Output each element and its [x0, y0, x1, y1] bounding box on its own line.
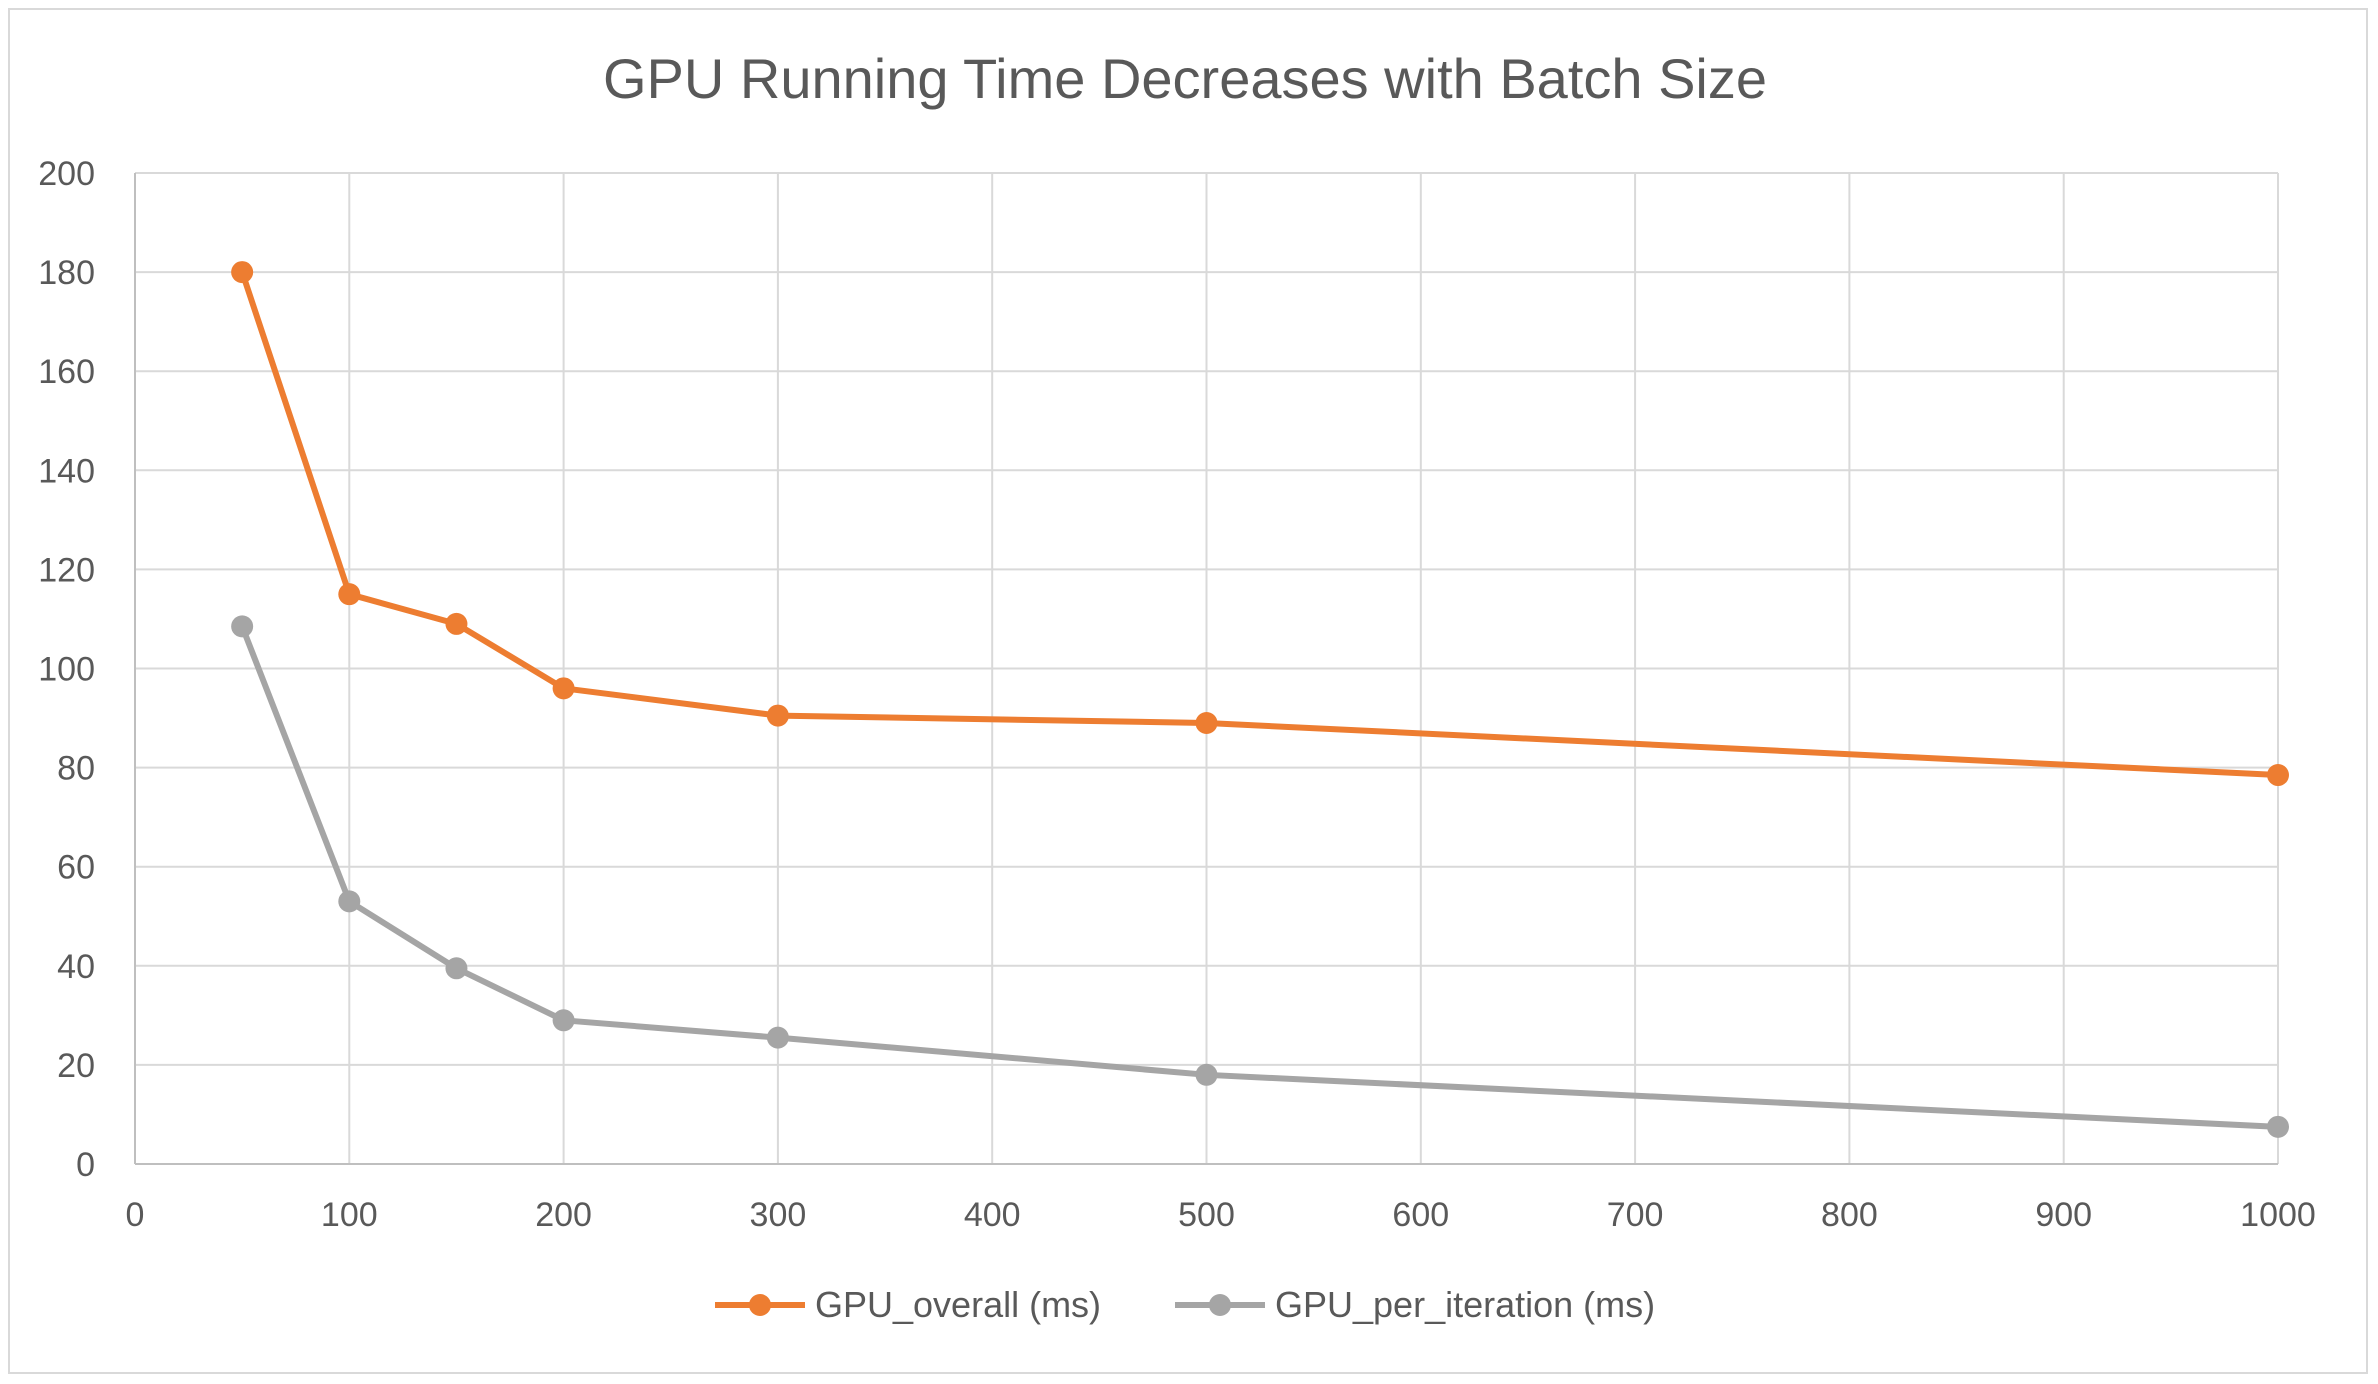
- y-tick-label: 100: [38, 651, 95, 689]
- y-tick-label: 40: [57, 948, 95, 986]
- series-line: [239, 271, 2279, 779]
- gridlines: [135, 172, 2279, 1164]
- data-point: [2267, 1115, 2289, 1138]
- y-tick-label: 180: [38, 254, 95, 292]
- legend-swatch-marker: [1209, 1294, 1231, 1316]
- y-tick-label: 200: [38, 155, 95, 193]
- x-tick-label: 500: [1178, 1196, 1235, 1234]
- legend-item-2: GPU_per_iteration (ms): [1175, 1284, 1655, 1325]
- legend-item-1: GPU_overall (ms): [715, 1284, 1101, 1325]
- y-tick-label: 0: [76, 1146, 95, 1184]
- data-point: [2267, 764, 2289, 787]
- data-point: [231, 261, 254, 284]
- x-tick-label: 200: [535, 1196, 592, 1234]
- data-point: [766, 704, 789, 727]
- y-tick-label: 140: [38, 452, 95, 490]
- data-point: [338, 890, 361, 913]
- y-tick-label: 120: [38, 551, 95, 589]
- series-line: [239, 625, 2279, 1130]
- series-1: [231, 261, 2289, 787]
- x-tick-label: 1000: [2240, 1196, 2316, 1234]
- chart-title: GPU Running Time Decreases with Batch Si…: [603, 47, 1767, 110]
- series-layer: [231, 261, 2289, 1138]
- data-point: [552, 1009, 575, 1032]
- x-tick-label: 900: [2035, 1196, 2092, 1234]
- x-tick-label: 100: [321, 1196, 378, 1234]
- data-point: [231, 615, 254, 638]
- data-point: [1195, 712, 1218, 735]
- y-tick-label: 60: [57, 849, 95, 887]
- data-point: [766, 1026, 789, 1049]
- legend: GPU_overall (ms) GPU_per_iteration (ms): [715, 1284, 1655, 1325]
- chart-frame: [8, 8, 2368, 1374]
- x-tick-label: 600: [1392, 1196, 1449, 1234]
- data-point: [445, 957, 468, 980]
- data-point: [1195, 1063, 1218, 1086]
- x-tick-label: 300: [750, 1196, 807, 1234]
- axes: 0 20 40 60 80 100 120 140 160 180 200 0 100 200 300 400…: [38, 155, 2316, 1234]
- y-tick-label: 20: [57, 1047, 95, 1085]
- x-tick-label: 400: [964, 1196, 1021, 1234]
- y-tick-label: 80: [57, 750, 95, 788]
- y-tick-label: 160: [38, 353, 95, 391]
- data-point: [338, 583, 361, 606]
- data-point: [445, 612, 468, 635]
- legend-label: GPU_overall (ms): [815, 1284, 1101, 1325]
- data-point: [552, 677, 575, 700]
- x-tick-label: 800: [1821, 1196, 1878, 1234]
- legend-swatch-marker: [749, 1294, 771, 1316]
- legend-label: GPU_per_iteration (ms): [1275, 1284, 1655, 1325]
- x-tick-label: 0: [126, 1196, 145, 1234]
- x-tick-label: 700: [1607, 1196, 1664, 1234]
- series-2: [231, 615, 2289, 1138]
